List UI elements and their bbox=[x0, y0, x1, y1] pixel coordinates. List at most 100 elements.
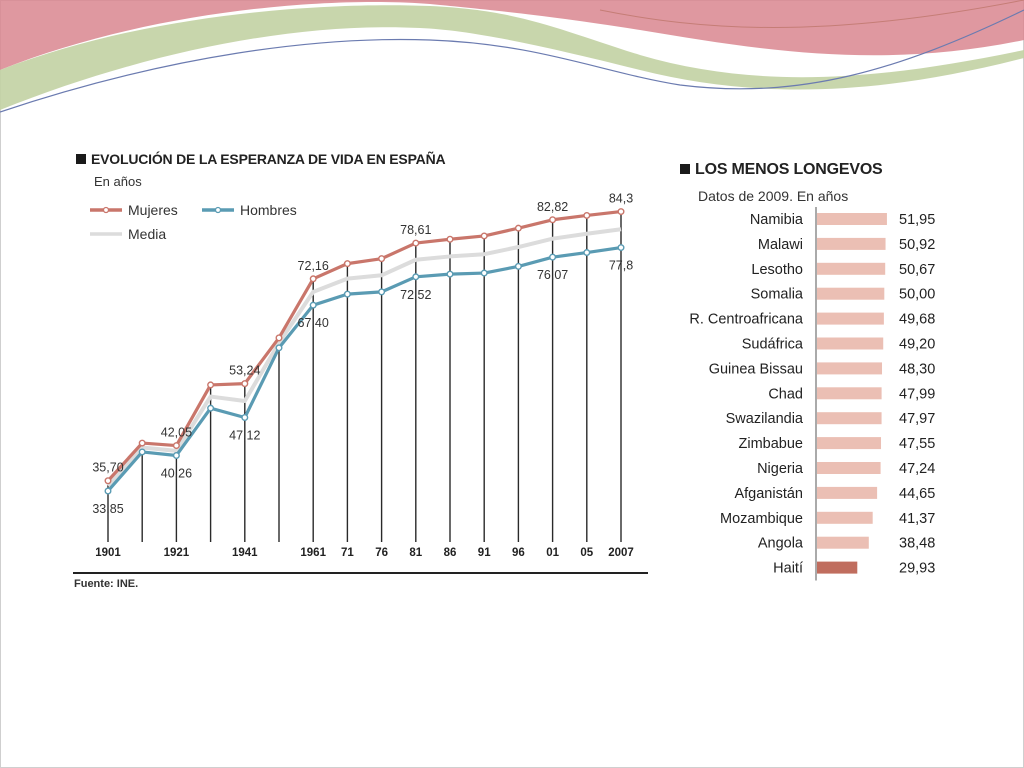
bar bbox=[817, 312, 884, 325]
bar-value-label: 41,37 bbox=[899, 511, 935, 527]
bar bbox=[817, 287, 885, 300]
bar-category-label: Mozambique bbox=[720, 511, 803, 527]
point-hombres bbox=[104, 487, 112, 495]
x-tick-label: 2007 bbox=[608, 547, 634, 559]
data-label: 35,70 bbox=[92, 461, 123, 475]
data-label: 77,8 bbox=[609, 259, 633, 273]
data-label: 33,85 bbox=[92, 502, 123, 516]
bar-category-label: Malawi bbox=[758, 237, 803, 253]
point-mujeres bbox=[378, 255, 386, 263]
point-mujeres bbox=[104, 477, 112, 485]
point-hombres bbox=[446, 270, 454, 278]
bar bbox=[817, 511, 873, 524]
data-label: 72,16 bbox=[298, 259, 329, 273]
point-hombres bbox=[378, 288, 386, 296]
point-hombres bbox=[241, 413, 249, 421]
bar bbox=[817, 262, 886, 275]
header-wave-green bbox=[0, 5, 1024, 110]
bar-category-label: Haití bbox=[773, 561, 803, 577]
figure-panel: EVOLUCIÓN DE LA ESPERANZA DE VIDA EN ESP… bbox=[68, 145, 966, 597]
x-tick-label: 91 bbox=[478, 547, 491, 559]
point-mujeres bbox=[343, 260, 351, 268]
header-wave-decoration bbox=[0, 0, 1024, 113]
bar-category-label: Swazilandia bbox=[726, 411, 804, 427]
bar-value-label: 49,20 bbox=[899, 337, 935, 353]
x-tick-label: 71 bbox=[341, 547, 354, 559]
bar-category-label: Angola bbox=[758, 536, 804, 552]
bar bbox=[817, 237, 886, 250]
bar bbox=[817, 561, 858, 574]
left-chart-title-row: EVOLUCIÓN DE LA ESPERANZA DE VIDA EN ESP… bbox=[76, 151, 446, 167]
bar-category-label: Guinea Bissau bbox=[709, 361, 803, 377]
point-hombres bbox=[514, 262, 522, 270]
bar-value-label: 29,93 bbox=[899, 561, 935, 577]
point-hombres bbox=[549, 253, 557, 261]
bar bbox=[817, 536, 869, 549]
left-chart-units: En años bbox=[94, 174, 142, 189]
point-mujeres bbox=[275, 334, 283, 342]
bar-category-label: Zimbabue bbox=[739, 436, 803, 452]
bar bbox=[817, 437, 882, 450]
point-hombres bbox=[617, 244, 625, 252]
point-hombres bbox=[207, 404, 215, 412]
x-tick-label: 01 bbox=[546, 547, 559, 559]
point-mujeres bbox=[583, 211, 591, 219]
point-hombres bbox=[309, 301, 317, 309]
point-mujeres bbox=[446, 235, 454, 243]
bar bbox=[817, 462, 881, 474]
x-tick-label: 1921 bbox=[164, 547, 190, 559]
series-line-media bbox=[106, 227, 622, 488]
bar-category-label: Chad bbox=[768, 386, 803, 402]
point-hombres bbox=[343, 290, 351, 298]
point-mujeres bbox=[241, 380, 249, 388]
point-hombres bbox=[275, 344, 283, 352]
data-label: 72,52 bbox=[400, 288, 431, 302]
legend-marker-mujeres bbox=[102, 206, 110, 214]
legend-label: Hombres bbox=[240, 202, 297, 218]
point-mujeres bbox=[138, 439, 146, 447]
bar-value-label: 47,24 bbox=[899, 461, 935, 477]
x-tick-label: 86 bbox=[444, 547, 457, 559]
right-chart-title: LOS MENOS LONGEVOS bbox=[695, 161, 883, 178]
bar-category-label: R. Centroafricana bbox=[689, 312, 804, 328]
source-divider bbox=[73, 572, 648, 574]
legend-marker-hombres bbox=[214, 206, 222, 214]
point-mujeres bbox=[412, 239, 420, 247]
data-label: 40,26 bbox=[161, 466, 192, 480]
point-hombres bbox=[412, 273, 420, 281]
bar-value-label: 50,92 bbox=[899, 237, 935, 253]
bar-value-label: 48,30 bbox=[899, 361, 935, 377]
point-hombres bbox=[138, 448, 146, 456]
bar-value-label: 47,55 bbox=[899, 436, 935, 452]
life-expectancy-line-chart: 35,70 42,05 53,24 72,16 78,61 82,82 84,3 33,85 4… bbox=[90, 192, 634, 559]
series-line-hombres bbox=[106, 245, 622, 493]
header-wave-pink bbox=[0, 0, 1024, 70]
bar-value-label: 47,97 bbox=[899, 411, 935, 427]
x-tick-label: 96 bbox=[512, 547, 525, 559]
data-label: 47,12 bbox=[229, 428, 260, 442]
point-mujeres bbox=[172, 442, 180, 450]
data-label: 84,3 bbox=[609, 192, 633, 206]
least-longevity-bar-chart: Namibia 51,95 Malawi 50,92 Lesotho 50,67 Somal… bbox=[689, 207, 935, 581]
bar-category-label: Sudáfrica bbox=[742, 337, 804, 353]
data-label: 76,07 bbox=[537, 268, 568, 282]
data-label: 53,24 bbox=[229, 364, 260, 378]
bar bbox=[817, 337, 884, 350]
bar-value-label: 50,67 bbox=[899, 262, 935, 278]
bar-category-label: Namibia bbox=[750, 212, 804, 228]
bar bbox=[817, 213, 887, 225]
bar-category-label: Somalia bbox=[751, 287, 804, 303]
bar-category-label: Nigeria bbox=[757, 461, 804, 477]
bar-value-label: 51,95 bbox=[899, 212, 935, 228]
bar-value-label: 49,68 bbox=[899, 312, 935, 328]
point-mujeres bbox=[309, 275, 317, 283]
bar-value-label: 38,48 bbox=[899, 536, 935, 552]
x-tick-label: 05 bbox=[580, 547, 593, 559]
point-mujeres bbox=[514, 224, 522, 232]
point-mujeres bbox=[480, 232, 488, 240]
x-tick-label: 1901 bbox=[95, 547, 121, 559]
right-chart-subtitle: Datos de 2009. En años bbox=[698, 188, 849, 204]
title-square-icon bbox=[76, 154, 86, 164]
data-label: 78,61 bbox=[400, 223, 431, 237]
data-label: 82,82 bbox=[537, 200, 568, 214]
